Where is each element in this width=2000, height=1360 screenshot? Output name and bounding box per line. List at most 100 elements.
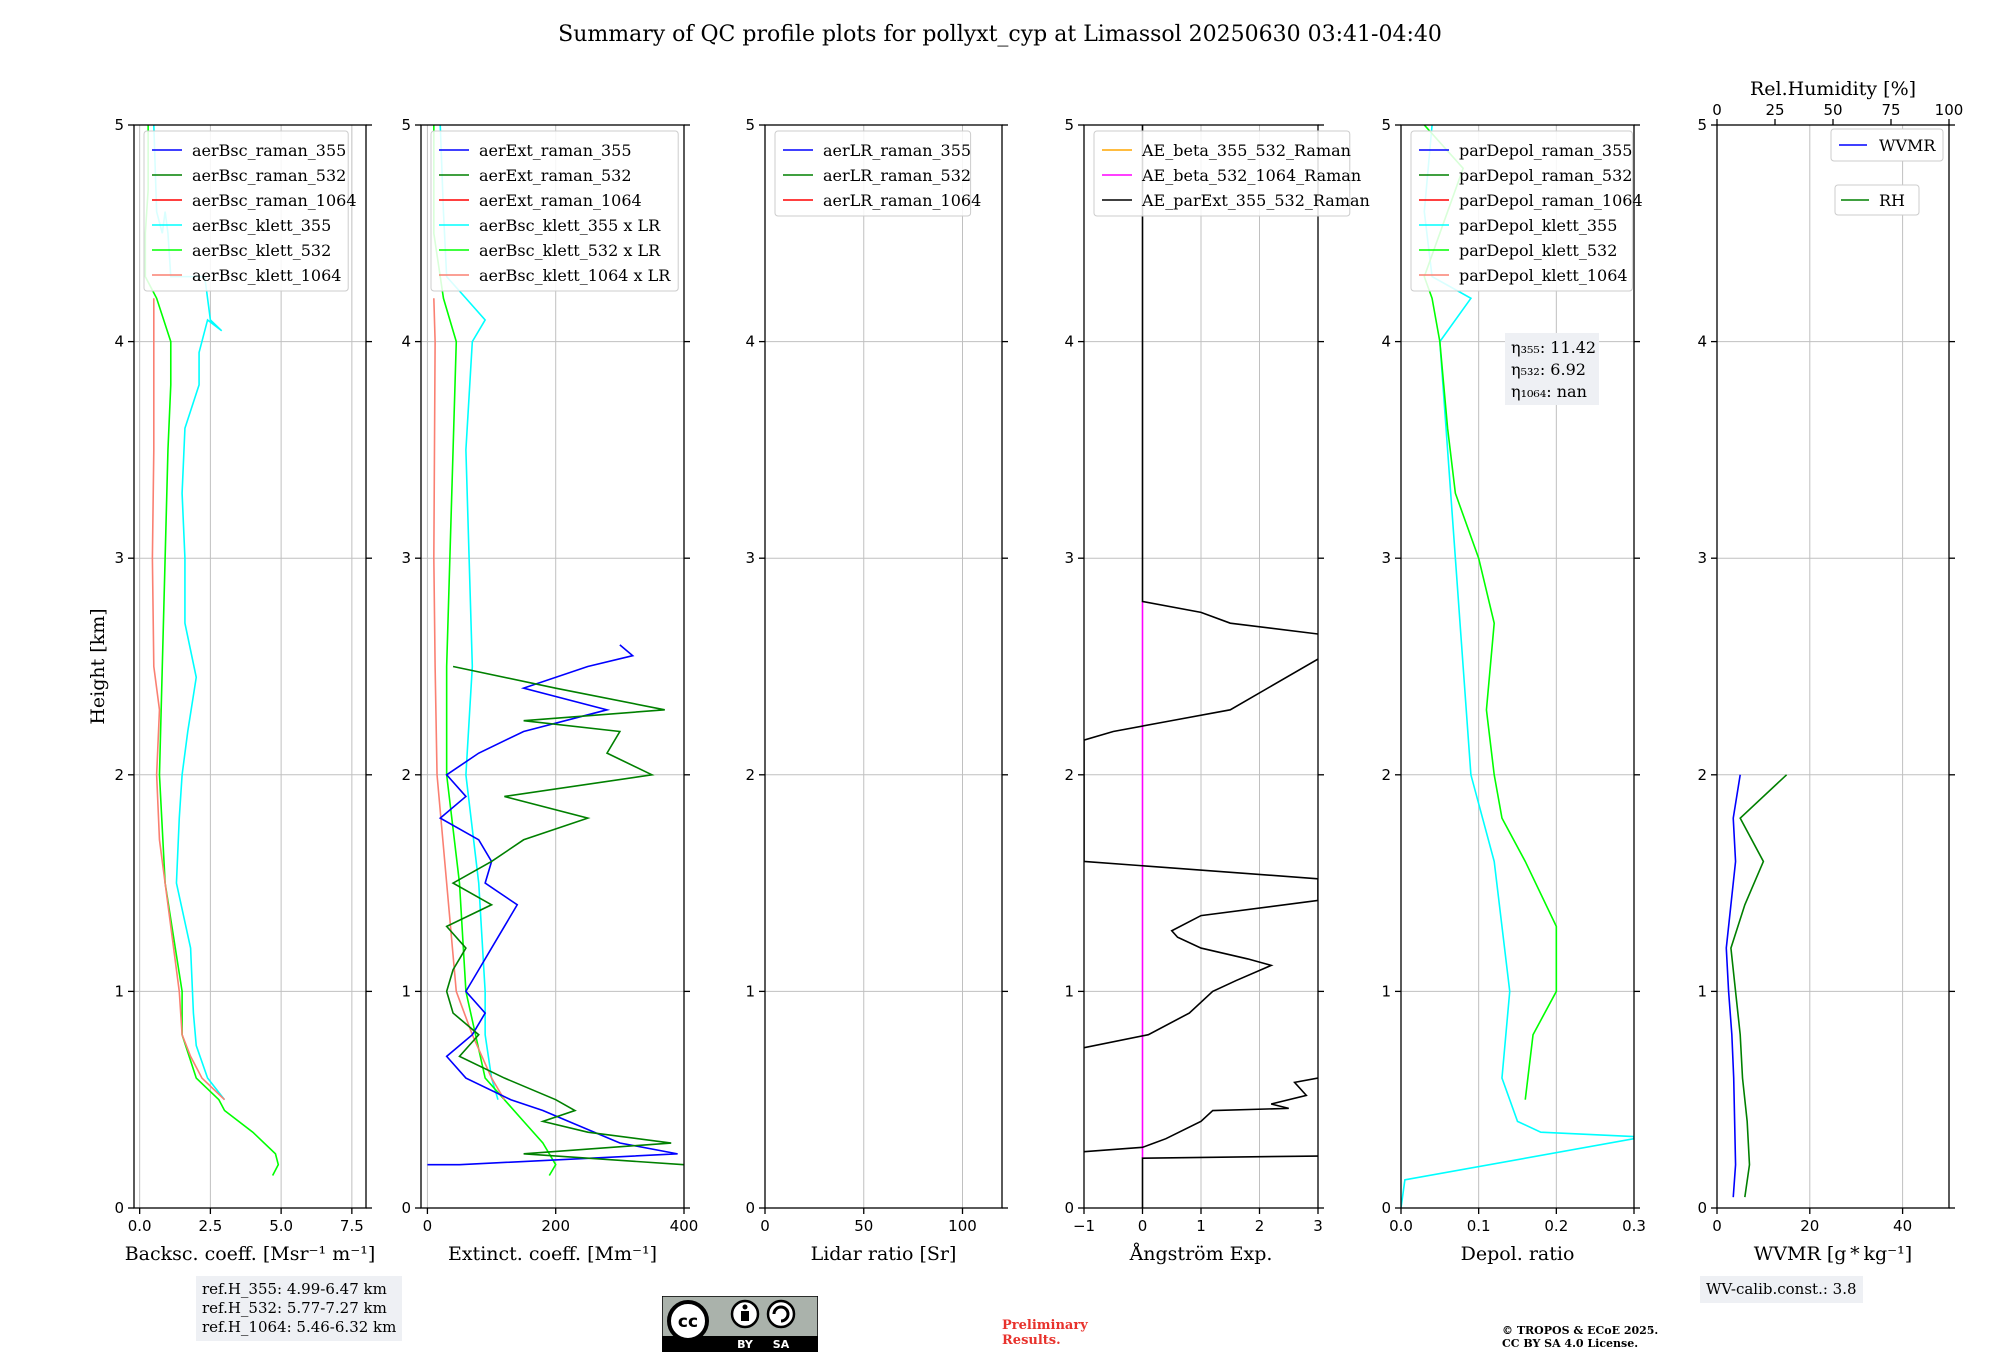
legend-box-ae — [1093, 130, 1351, 217]
y-tick-label-lr: 0 — [745, 1199, 755, 1217]
cc-label-by: BY — [737, 1338, 754, 1351]
series-aerbsc-klett-1064-x-lr — [433, 298, 506, 1101]
series-aerext-raman-355 — [427, 644, 678, 1166]
panel-ext: 0 200 400 0 1 2 3 4 5 Extinct. coeff. [Mm⁻¹] aerEx… — [401, 116, 698, 1265]
y-tick-label-lr: 4 — [745, 333, 755, 351]
y-tick-label-ext: 3 — [401, 549, 411, 567]
series-pardepol-klett-355 — [1401, 125, 1634, 1208]
y-tick-label-depol: 5 — [1381, 116, 1391, 134]
y-tick-label-wv: 2 — [1697, 766, 1707, 784]
legend-label-rh: RH — [1879, 191, 1905, 210]
x-axis-label-depol: Depol. ratio — [1461, 1243, 1575, 1265]
y-tick-label-ae: 3 — [1064, 549, 1074, 567]
y-tick-label-ext: 0 — [401, 1199, 411, 1217]
y-tick-label-ae: 5 — [1064, 116, 1074, 134]
series-rh — [1730, 774, 1788, 1198]
copyright-notice: © TROPOS & ECoE 2025. CC BY SA 4.0 Licen… — [1502, 1324, 1658, 1350]
x-axis-label-bsc: Backsc. coeff. [Msr⁻¹ m⁻¹] — [125, 1243, 376, 1265]
plot-frame-bsc — [133, 124, 367, 1209]
series-ae-parext-355-532-raman — [1084, 125, 1318, 1049]
y-tick-label-bsc: 4 — [114, 333, 124, 351]
y-tick-label-depol: 4 — [1381, 333, 1391, 351]
y-tick-label-lr: 2 — [745, 766, 755, 784]
y-tick-label-wv: 1 — [1697, 982, 1707, 1000]
preliminary-line-2: Results. — [1002, 1333, 1061, 1348]
copyright-line-2: CC BY SA 4.0 License. — [1502, 1337, 1639, 1350]
plot-frame-wv — [1716, 124, 1950, 1209]
legend-box-bsc — [143, 130, 349, 292]
y-tick-label-wv: 0 — [1697, 1199, 1707, 1217]
x-tick-label-ae: 1 — [1196, 1217, 1206, 1235]
x-tick-label-depol: 0.3 — [1622, 1217, 1646, 1235]
y-tick-label-ext: 1 — [401, 982, 411, 1000]
x-axis-label-lr: Lidar ratio [Sr] — [811, 1243, 957, 1265]
legend-label-bsc: aerBsc_raman_532 — [192, 166, 346, 185]
panel-bsc: 0.0 2.5 5.0 7.5 0 1 2 3 4 5 Backsc. coeff. [Msr⁻¹ … — [114, 116, 375, 1265]
legend-label-ext: aerBsc_klett_532 x LR — [479, 241, 661, 260]
y-tick-label-lr: 5 — [745, 116, 755, 134]
legend-label-ae: AE_beta_532_1064_Raman — [1141, 166, 1361, 185]
y-tick-label-ext: 4 — [401, 333, 411, 351]
y-tick-label-lr: 1 — [745, 982, 755, 1000]
y-axis-label: Height [km] — [87, 608, 109, 724]
legend-label-ext: aerExt_raman_532 — [479, 166, 632, 185]
eta-label: η₁₀₆₄: nan — [1511, 382, 1587, 401]
ref-h-1064: ref.H_1064: 5.46-6.32 km — [202, 1318, 397, 1336]
legend-label-ext: aerExt_raman_1064 — [479, 191, 642, 210]
legend-label-bsc: aerBsc_klett_355 — [192, 216, 331, 235]
y-tick-label-depol: 0 — [1381, 1199, 1391, 1217]
preliminary-notice: Preliminary Results. — [1002, 1318, 1088, 1348]
legend-label-ext: aerBsc_klett_355 x LR — [479, 216, 661, 235]
x-tick-label-lr: 100 — [948, 1217, 977, 1235]
series-group-ae — [1084, 125, 1318, 1208]
legend-label-ext: aerExt_raman_355 — [479, 141, 632, 160]
ref-h-355: ref.H_355: 4.99-6.47 km — [202, 1280, 387, 1298]
cc-icon — [667, 1300, 709, 1342]
top-tick-label-wv: 75 — [1881, 101, 1900, 119]
x-tick-label-ae: −1 — [1073, 1217, 1095, 1235]
y-tick-label-depol: 3 — [1381, 549, 1391, 567]
wv-calibration-box: WV-calib.const.: 3.8 — [1700, 1276, 1863, 1303]
legend-box-ext — [430, 130, 679, 292]
preliminary-line-1: Preliminary — [1002, 1318, 1088, 1333]
series-group-wv — [1725, 774, 1788, 1198]
legend-label-bsc: aerBsc_klett_532 — [192, 241, 331, 260]
top-tick-label-wv: 25 — [1765, 101, 1784, 119]
x-tick-label-lr: 0 — [760, 1217, 770, 1235]
plot-frame-lr — [764, 124, 1003, 1209]
x-tick-label-bsc: 7.5 — [340, 1217, 364, 1235]
top-tick-label-wv: 50 — [1823, 101, 1842, 119]
y-tick-label-bsc: 3 — [114, 549, 124, 567]
eta-box — [1505, 333, 1599, 405]
y-tick-label-depol: 2 — [1381, 766, 1391, 784]
x-tick-label-ext: 200 — [541, 1217, 570, 1235]
y-tick-label-lr: 3 — [745, 549, 755, 567]
legend-box-rh — [1834, 184, 1920, 216]
legend-label-depol: parDepol_raman_532 — [1459, 166, 1632, 185]
top-tick-label-wv: 0 — [1712, 101, 1722, 119]
eta-label: η₃₅₅: 11.42 — [1511, 338, 1596, 357]
panel-lr: 0 50 100 0 1 2 3 4 5 Lidar ratio [Sr] aerLR_raman_… — [745, 116, 1008, 1265]
x-tick-label-wv: 40 — [1893, 1217, 1912, 1235]
eta-label: η₅₃₂: 6.92 — [1511, 360, 1586, 379]
x-tick-label-depol: 0.0 — [1389, 1217, 1413, 1235]
x-tick-label-depol: 0.1 — [1467, 1217, 1491, 1235]
y-tick-label-bsc: 5 — [114, 116, 124, 134]
legend-label-lr: aerLR_raman_355 — [823, 141, 971, 160]
copyright-line-1: © TROPOS & ECoE 2025. — [1502, 1324, 1659, 1337]
legend-box-depol — [1410, 130, 1633, 292]
legend-label-depol: parDepol_klett_355 — [1459, 216, 1617, 235]
legend-label-bsc: aerBsc_klett_1064 — [192, 266, 341, 285]
x-tick-label-bsc: 5.0 — [269, 1217, 293, 1235]
legend-label-lr: aerLR_raman_1064 — [823, 191, 981, 210]
legend-label-bsc: aerBsc_raman_355 — [192, 141, 346, 160]
y-tick-label-wv: 3 — [1697, 549, 1707, 567]
cc-by-sa-logo: cc BY SA — [662, 1296, 818, 1352]
series-wvmr — [1725, 774, 1741, 1198]
x-tick-label-ext: 400 — [670, 1217, 699, 1235]
series-ae-parext-355-532-raman — [1084, 1077, 1318, 1153]
y-tick-label-wv: 4 — [1697, 333, 1707, 351]
x-tick-label-lr: 50 — [854, 1217, 873, 1235]
panel-wv: 0 20 40 0 1 2 3 4 5 WVMR [g * kg⁻¹] 0 25 50 75 100 Rel.… — [1697, 78, 1963, 1265]
